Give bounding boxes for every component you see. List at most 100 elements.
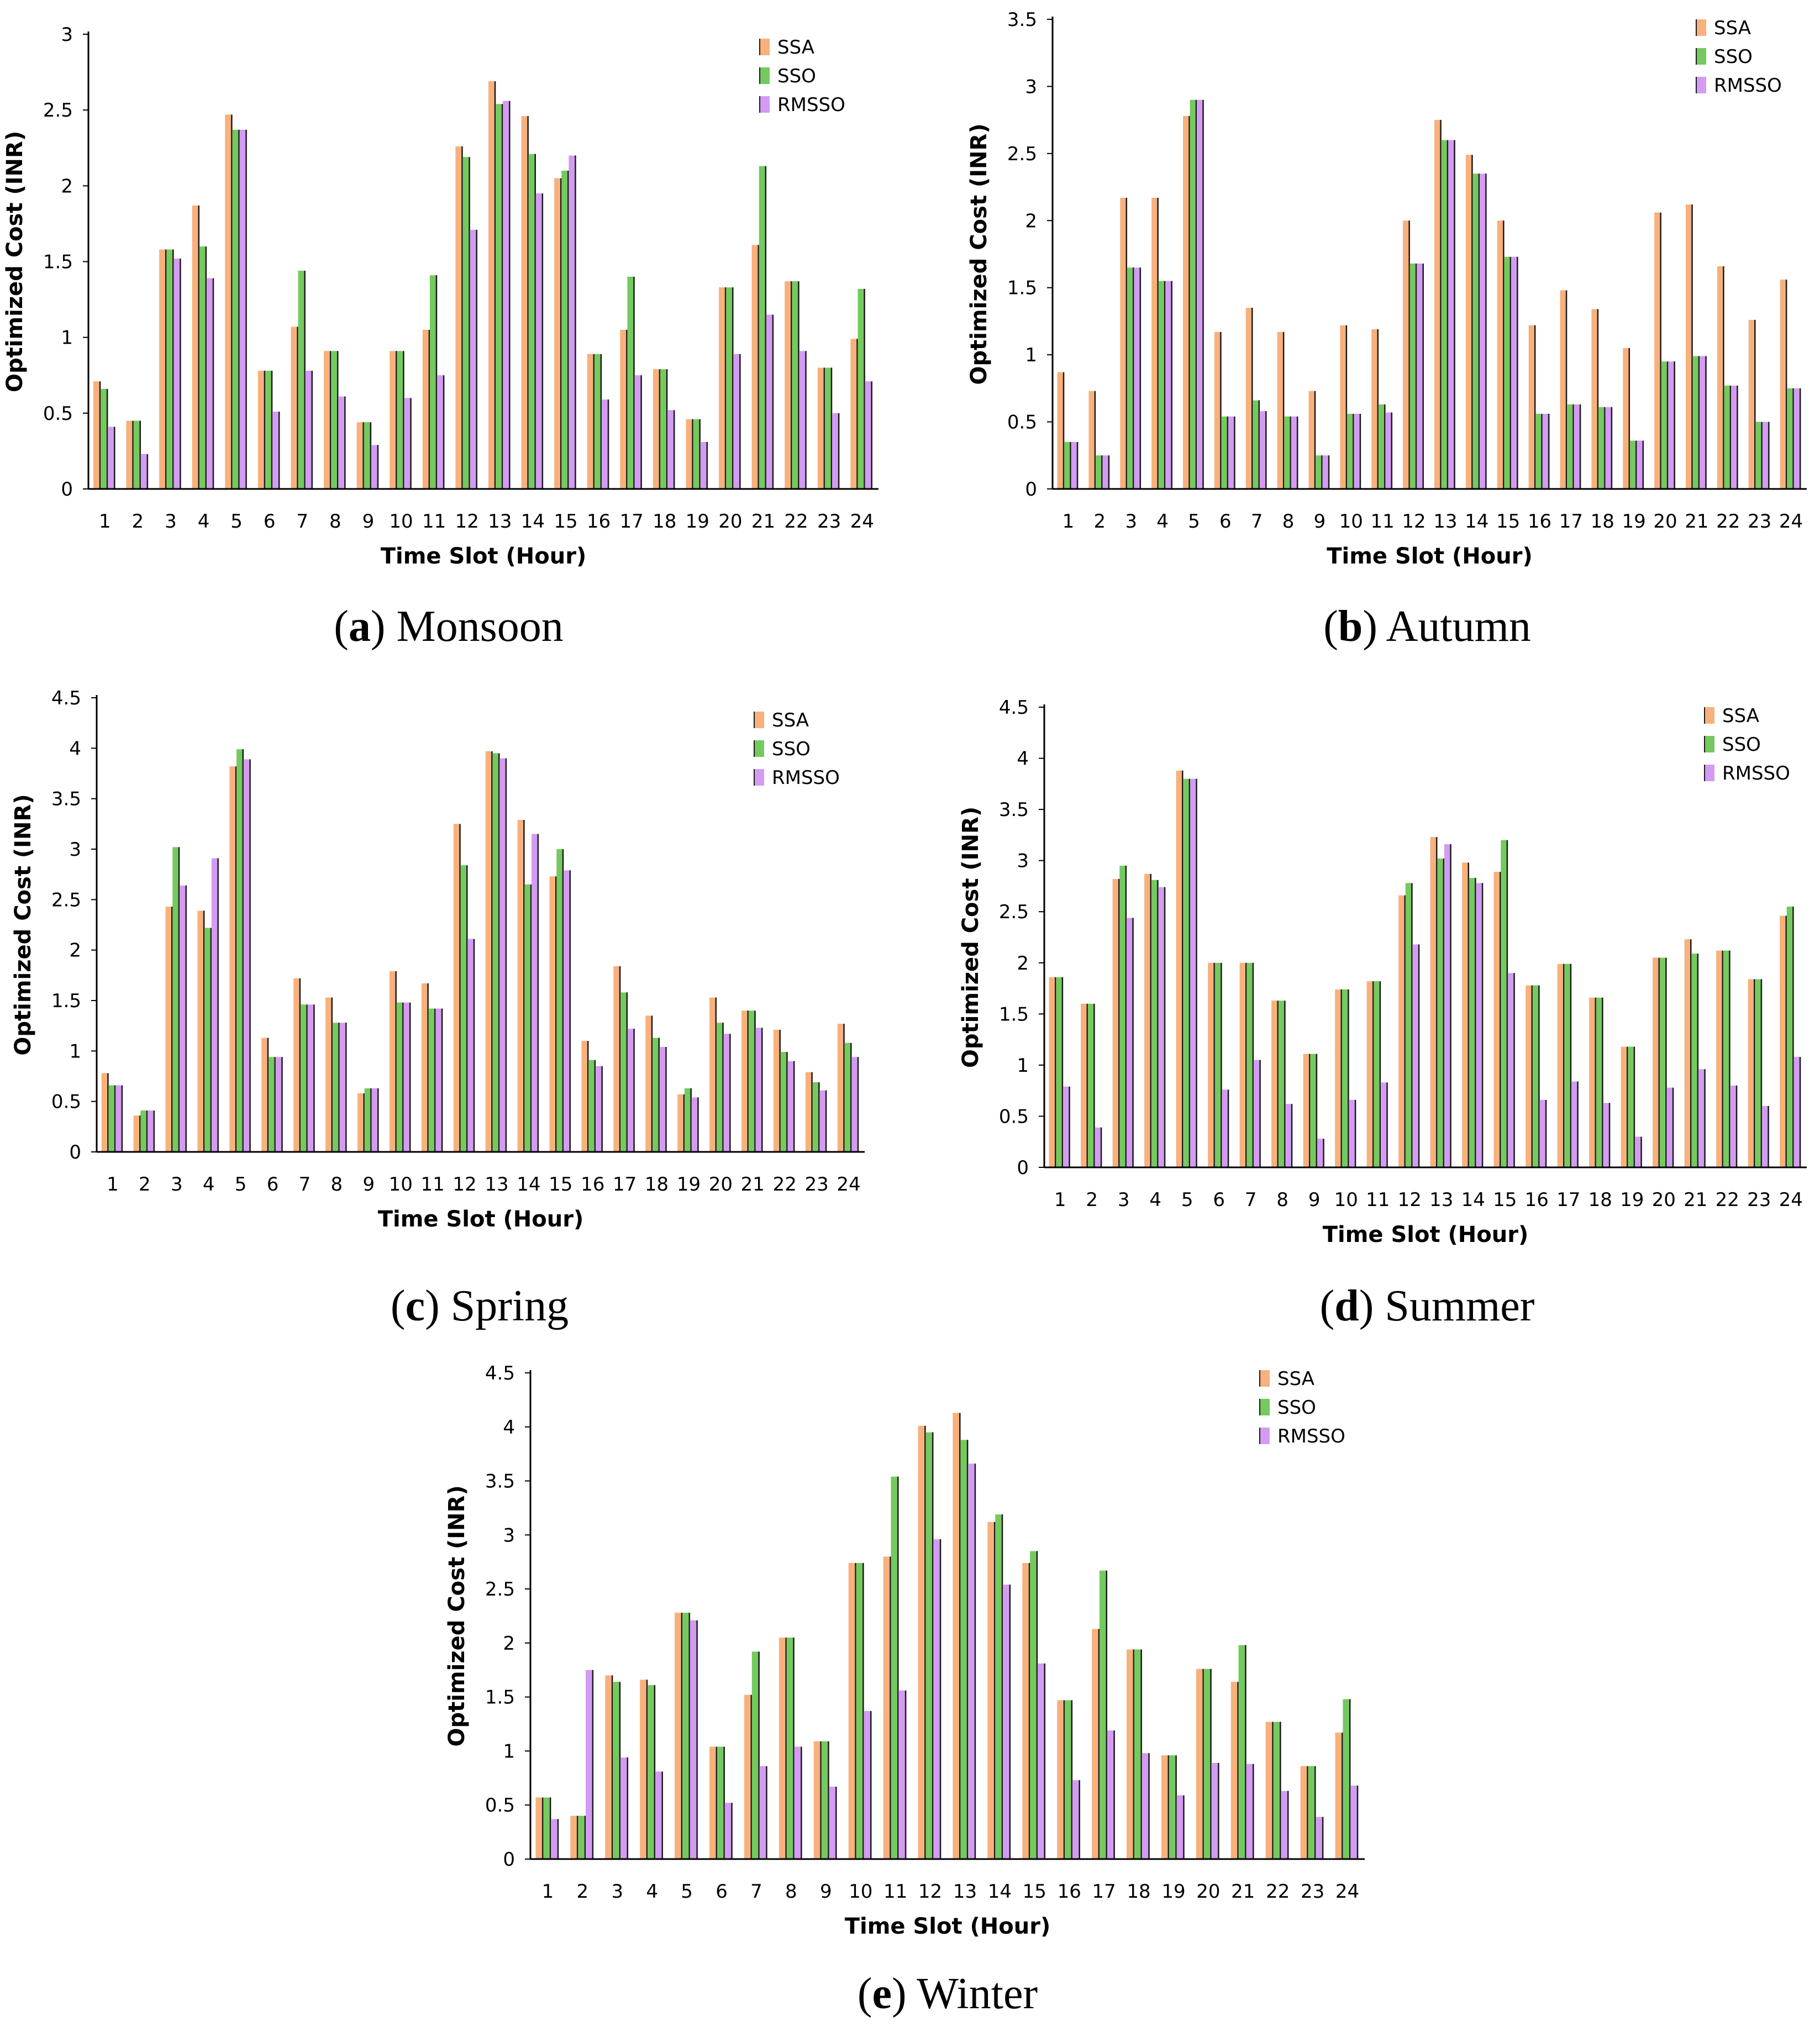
- bar-ssa-22: [1716, 950, 1723, 1167]
- bar-ssa-6: [1208, 962, 1215, 1167]
- x-tick-label: 19: [1622, 510, 1646, 533]
- bar-rmsso-2: [148, 1110, 155, 1152]
- bar-ssa-5: [675, 1613, 682, 1859]
- y-tick-label: 0: [61, 478, 73, 501]
- x-tick-label: 22: [784, 510, 808, 533]
- x-tick-label: 19: [677, 1173, 701, 1196]
- x-tick-label: 14: [521, 510, 545, 533]
- bar-sso-10: [856, 1563, 864, 1859]
- x-tick-label: 22: [1716, 1189, 1739, 1211]
- bar-sso-11: [1378, 404, 1386, 489]
- bar-sso-2: [140, 1110, 148, 1152]
- bar-sso-14: [1472, 173, 1480, 489]
- bar-rmsso-16: [1072, 1780, 1080, 1859]
- bar-ssa-13: [1430, 837, 1438, 1167]
- bar-sso-4: [204, 928, 212, 1152]
- x-tick-label: 6: [264, 510, 276, 533]
- bar-rmsso-17: [1571, 1081, 1579, 1167]
- bar-sso-1: [101, 388, 108, 489]
- bar-ssa-21: [1684, 939, 1692, 1167]
- bar-rmsso-11: [898, 1690, 907, 1859]
- y-tick-label: 3.5: [485, 1471, 515, 1493]
- bar-rmsso-17: [1574, 404, 1581, 489]
- bar-rmsso-10: [403, 1002, 411, 1152]
- bar-sso-3: [1127, 267, 1134, 489]
- bar-sso-8: [331, 351, 339, 489]
- bar-rmsso-8: [1291, 416, 1298, 489]
- x-tick-label: 8: [785, 1881, 797, 1903]
- x-tick-label: 16: [581, 1173, 604, 1196]
- legend-label-sso: SSO: [1714, 46, 1753, 68]
- legend-swatch-ssa: [1696, 19, 1706, 36]
- x-tick-label: 2: [139, 1173, 151, 1196]
- bar-rmsso-16: [1539, 1099, 1547, 1167]
- x-tick-label: 22: [1716, 510, 1740, 533]
- caption-paren: (: [1323, 602, 1338, 651]
- x-tick-label: 18: [1588, 1189, 1612, 1211]
- bar-sso-20: [726, 287, 734, 489]
- bar-ssa-10: [1340, 325, 1347, 489]
- bar-rmsso-7: [759, 1766, 767, 1859]
- bar-rmsso-18: [1605, 407, 1612, 489]
- legend-label-rmsso: RMSSO: [772, 767, 840, 789]
- bar-ssa-20: [1653, 957, 1660, 1167]
- bar-ssa-19: [686, 419, 693, 489]
- y-tick-label: 2.5: [999, 901, 1029, 923]
- bar-ssa-20: [719, 287, 727, 489]
- x-tick-label: 9: [362, 510, 375, 533]
- bar-sso-10: [1342, 989, 1349, 1167]
- panel-caption: (d) Summer: [1320, 1282, 1535, 1330]
- bar-sso-18: [1134, 1649, 1142, 1859]
- bar-ssa-5: [1176, 770, 1183, 1167]
- bar-rmsso-19: [700, 441, 708, 489]
- y-tick-label: 0: [1025, 478, 1037, 501]
- x-axis-title: Time Slot (Hour): [845, 1914, 1051, 1939]
- bar-sso-20: [1661, 361, 1669, 489]
- x-tick-label: 20: [1652, 1189, 1676, 1211]
- bar-sso-2: [578, 1815, 586, 1859]
- bar-rmsso-18: [667, 410, 675, 489]
- bar-sso-17: [627, 276, 635, 489]
- x-tick-label: 20: [709, 1173, 733, 1196]
- bar-rmsso-22: [1281, 1791, 1289, 1859]
- legend-swatch-rmsso: [1696, 77, 1706, 93]
- bar-sso-11: [1374, 981, 1381, 1167]
- bar-ssa-1: [535, 1797, 544, 1859]
- x-tick-label: 2: [577, 1881, 589, 1903]
- legend-label-ssa: SSA: [1722, 705, 1759, 727]
- bar-ssa-22: [785, 281, 792, 489]
- bar-rmsso-15: [569, 155, 576, 489]
- bar-ssa-18: [645, 1015, 653, 1152]
- legend: SSA SSO RMSSO: [1696, 17, 1782, 97]
- bar-sso-4: [1158, 281, 1166, 489]
- bar-rmsso-12: [467, 939, 475, 1152]
- bar-sso-13: [492, 753, 500, 1152]
- legend-swatch-sso: [1705, 736, 1714, 752]
- x-tick-label: 6: [1213, 1189, 1225, 1211]
- bar-ssa-8: [1277, 331, 1285, 489]
- x-tick-label: 10: [389, 1173, 413, 1196]
- legend-label-ssa: SSA: [777, 36, 814, 59]
- bar-rmsso-20: [1666, 1087, 1674, 1167]
- bar-ssa-15: [549, 876, 557, 1152]
- bar-ssa-3: [1120, 198, 1127, 489]
- x-tick-label: 19: [1620, 1189, 1644, 1211]
- legend-swatch-ssa: [1705, 707, 1714, 724]
- bar-rmsso-13: [1448, 140, 1455, 489]
- legend-swatch-ssa: [1260, 1370, 1270, 1387]
- bar-rmsso-24: [1793, 1057, 1801, 1167]
- bar-rmsso-21: [766, 314, 774, 489]
- legend-label-rmsso: RMSSO: [777, 94, 845, 116]
- x-tick-label: 20: [718, 510, 742, 533]
- x-tick-label: 7: [1251, 510, 1263, 533]
- bar-rmsso-14: [532, 834, 539, 1152]
- bar-rmsso-5: [243, 759, 251, 1152]
- bar-rmsso-3: [1126, 918, 1134, 1167]
- bar-rmsso-12: [933, 1539, 941, 1859]
- bar-rmsso-15: [564, 870, 571, 1152]
- bar-ssa-24: [850, 339, 858, 489]
- bar-sso-22: [1273, 1721, 1281, 1859]
- legend-swatch-sso: [1696, 48, 1706, 65]
- x-tick-label: 23: [1747, 1189, 1771, 1211]
- y-tick-label: 2.5: [485, 1578, 515, 1600]
